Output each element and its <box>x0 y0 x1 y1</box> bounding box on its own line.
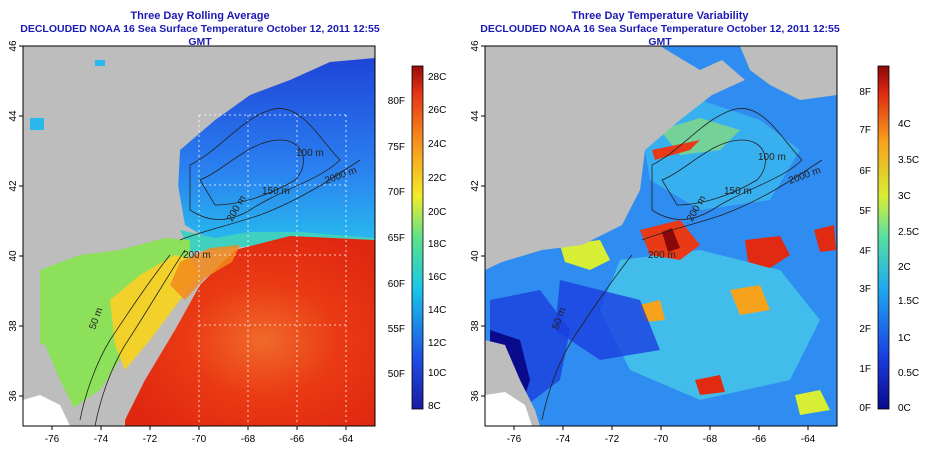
right-north-land <box>740 46 837 100</box>
left-map-subtitle: DECLOUDED NOAA 16 Sea Surface Temperatur… <box>20 23 380 48</box>
left-y-axis: 46 44 42 40 38 36 <box>8 40 23 402</box>
right-map-title: Three Day Temperature Variability <box>571 10 749 22</box>
left-title-block: Three Day Rolling Average DECLOUDED NOAA… <box>10 10 390 49</box>
x-tick-label: -66 <box>290 434 305 445</box>
right-coastline-land <box>485 46 745 270</box>
right-land-white-speckle <box>485 392 532 426</box>
colorbar-label-f: 4F <box>859 246 871 257</box>
left-cold-water <box>178 58 375 240</box>
colorbar-label-c: 1.5C <box>898 296 919 307</box>
right-x-axis: -76 -74 -72 -70 -68 -66 -64 <box>507 426 816 445</box>
colorbar-label-f: 65F <box>388 233 405 244</box>
y-tick-label: 46 <box>470 40 481 52</box>
contour-label: 150 m <box>262 186 290 197</box>
x-tick-label: -72 <box>605 434 620 445</box>
colorbar-label-c: 0C <box>898 403 911 414</box>
contour-label: 200 m <box>648 250 676 261</box>
right-variability-patches <box>486 100 836 426</box>
x-tick-label: -76 <box>45 434 60 445</box>
x-tick-label: -70 <box>654 434 669 445</box>
left-colorbar: 28C 26C 24C 22C 20C 18C 16C 14C 12C 10C … <box>388 65 446 412</box>
colorbar-label-f: 2F <box>859 324 871 335</box>
colorbar-label-c: 3C <box>898 191 911 202</box>
x-tick-label: -64 <box>339 434 354 445</box>
colorbar-label-f: 5F <box>859 206 871 217</box>
x-tick-label: -74 <box>94 434 109 445</box>
colorbar-label-c: 1C <box>898 333 911 344</box>
colorbar-label-c: 2C <box>898 262 911 273</box>
contour-label: 200 m <box>183 250 211 261</box>
right-colorbar: 4C 3.5C 3C 2.5C 2C 1.5C 1C 0.5C 0C 8F 7F… <box>859 65 919 414</box>
contour-label: 150 m <box>724 186 752 197</box>
colorbar-label-f: 7F <box>859 125 871 136</box>
y-tick-label: 40 <box>8 250 19 262</box>
left-x-axis: -76 -74 -72 -70 -68 -66 -64 <box>45 426 354 445</box>
left-land-white-speckle <box>23 395 70 426</box>
colorbar-label-f: 3F <box>859 284 871 295</box>
colorbar-label-f: 70F <box>388 187 405 198</box>
colorbar-label-c: 20C <box>428 207 446 218</box>
x-tick-label: -72 <box>143 434 158 445</box>
y-tick-label: 42 <box>8 180 19 192</box>
x-tick-label: -74 <box>556 434 571 445</box>
left-coastline-land <box>23 46 285 270</box>
x-tick-label: -68 <box>241 434 256 445</box>
left-gulf-stream <box>125 236 375 426</box>
y-tick-label: 40 <box>470 250 481 262</box>
y-tick-label: 36 <box>470 390 481 402</box>
x-tick-label: -68 <box>703 434 718 445</box>
colorbar-label-c: 22C <box>428 173 446 184</box>
colorbar-label-c: 16C <box>428 272 446 283</box>
colorbar-label-c: 0.5C <box>898 368 919 379</box>
colorbar-label-c: 3.5C <box>898 155 919 166</box>
y-tick-label: 44 <box>8 110 19 122</box>
colorbar-label-f: 50F <box>388 369 405 380</box>
y-tick-label: 44 <box>470 110 481 122</box>
left-contours <box>79 108 361 426</box>
colorbar-label-c: 4C <box>898 119 911 130</box>
left-grid <box>198 114 347 426</box>
colorbar-label-c: 14C <box>428 305 446 316</box>
colorbar-label-c: 10C <box>428 368 446 379</box>
x-tick-label: -76 <box>507 434 522 445</box>
y-tick-label: 36 <box>8 390 19 402</box>
colorbar-label-c: 12C <box>428 338 446 349</box>
right-map: 100 m 150 m 200 m 2000 m 50 m 200 m <box>485 46 837 426</box>
colorbar-label-f: 6F <box>859 166 871 177</box>
colorbar-label-c: 18C <box>428 239 446 250</box>
x-tick-label: -70 <box>192 434 207 445</box>
x-tick-label: -66 <box>752 434 767 445</box>
colorbar-label-f: 60F <box>388 279 405 290</box>
y-tick-label: 46 <box>8 40 19 52</box>
colorbar-label-f: 55F <box>388 324 405 335</box>
colorbar-label-f: 1F <box>859 364 871 375</box>
left-cloud-patch <box>95 60 105 66</box>
left-map-title: Three Day Rolling Average <box>130 10 270 22</box>
colorbar-label-f: 8F <box>859 87 871 98</box>
left-cloud-patch <box>30 118 44 130</box>
colorbar-label-c: 8C <box>428 401 441 412</box>
left-map: 100 m 150 m 200 m 2000 m 50 m 200 m <box>23 46 375 426</box>
right-contours <box>541 108 823 421</box>
colorbar-label-f: 80F <box>388 96 405 107</box>
y-tick-label: 42 <box>470 180 481 192</box>
colorbar-label-c: 24C <box>428 139 446 150</box>
colorbar-label-c: 2.5C <box>898 227 919 238</box>
contour-label: 100 m <box>758 152 786 163</box>
colorbar-label-f: 0F <box>859 403 871 414</box>
contour-label: 100 m <box>296 148 324 159</box>
left-warm-edge <box>170 245 240 300</box>
right-map-subtitle: DECLOUDED NOAA 16 Sea Surface Temperatur… <box>480 23 840 48</box>
x-tick-label: -64 <box>801 434 816 445</box>
right-y-axis: 46 44 42 40 38 36 <box>470 40 485 402</box>
colorbar-label-f: 75F <box>388 142 405 153</box>
colorbar-label-c: 28C <box>428 72 446 83</box>
y-tick-label: 38 <box>8 320 19 332</box>
right-title-block: Three Day Temperature Variability DECLOU… <box>470 10 850 49</box>
y-tick-label: 38 <box>470 320 481 332</box>
colorbar-label-c: 26C <box>428 105 446 116</box>
